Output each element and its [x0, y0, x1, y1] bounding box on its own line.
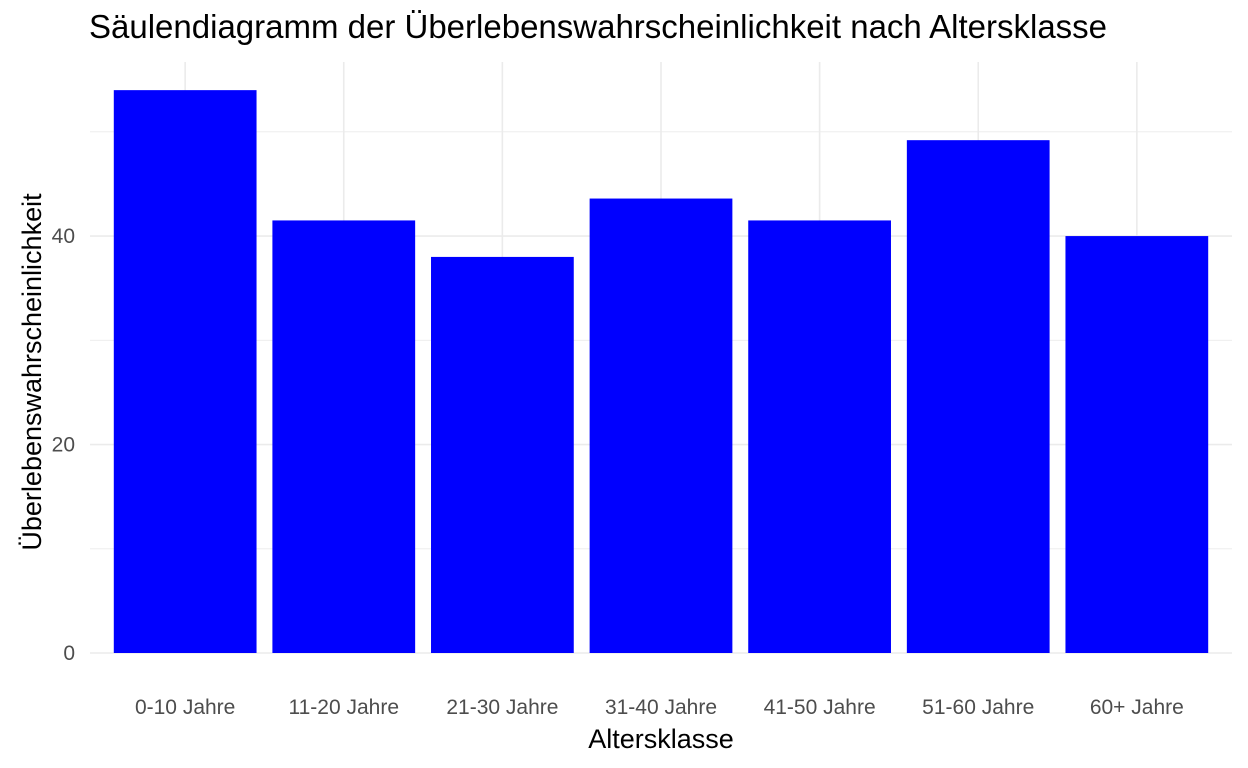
y-tick-label: 20	[52, 434, 75, 457]
chart-title: Säulendiagramm der Überlebenswahrscheinl…	[89, 8, 1108, 45]
bars	[113, 90, 1209, 653]
bar-21-30-jahre	[431, 256, 574, 653]
x-tick-label: 21-30 Jahre	[446, 696, 558, 719]
x-tick-label: 60+ Jahre	[1090, 696, 1184, 719]
y-tick-label: 40	[52, 225, 75, 248]
x-axis-ticks: 0-10 Jahre 11-20 Jahre 21-30 Jahre 31-40 Ja…	[135, 696, 1184, 719]
x-tick-label: 0-10 Jahre	[135, 696, 235, 719]
x-tick-label: 31-40 Jahre	[605, 696, 717, 719]
bar-60plus-jahre	[1065, 236, 1209, 653]
y-tick-label: 0	[63, 642, 75, 665]
x-tick-label: 51-60 Jahre	[922, 696, 1034, 719]
bar-31-40-jahre	[589, 198, 733, 653]
bar-41-50-jahre	[748, 220, 891, 653]
x-tick-label: 11-20 Jahre	[289, 696, 400, 719]
bar-0-10-jahre	[113, 90, 257, 653]
y-axis-ticks: 0 20 40	[52, 225, 75, 665]
x-axis-title: Altersklasse	[588, 724, 734, 754]
bar-51-60-jahre	[906, 140, 1050, 653]
y-axis-title: Überlebenswahrscheinlichkeit	[17, 193, 47, 551]
x-tick-label: 41-50 Jahre	[764, 696, 876, 719]
bar-11-20-jahre	[272, 220, 416, 653]
